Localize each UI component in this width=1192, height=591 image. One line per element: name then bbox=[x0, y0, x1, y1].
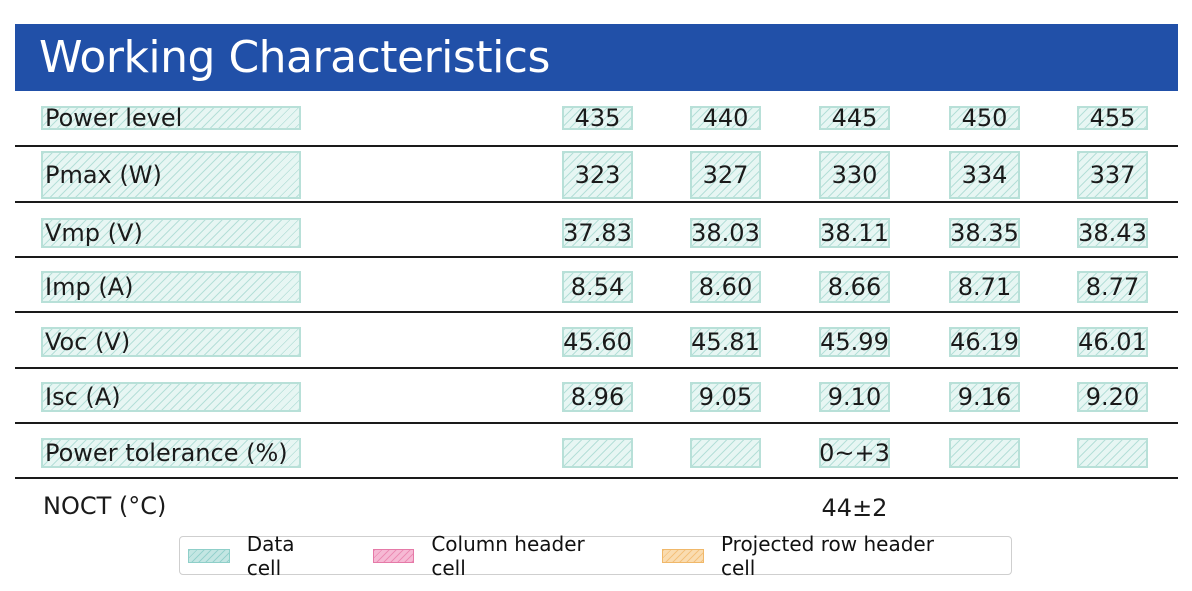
row-divider bbox=[15, 422, 1178, 424]
legend-label: Data cell bbox=[246, 531, 295, 580]
table-cell bbox=[1077, 438, 1148, 468]
table-cell: 455 bbox=[1077, 104, 1148, 132]
table-cell: 450 bbox=[949, 104, 1020, 132]
column-header-swatch-icon bbox=[372, 548, 415, 563]
row-header-power-level: Power level bbox=[41, 104, 301, 132]
page-title: Working Characteristics bbox=[39, 32, 550, 83]
table-cell: 46.01 bbox=[1077, 327, 1148, 357]
row-divider bbox=[15, 367, 1178, 369]
legend-label: Projected row header cell bbox=[720, 531, 934, 580]
table-cell: 327 bbox=[690, 151, 761, 199]
row-header-imp: Imp (A) bbox=[41, 271, 301, 303]
table-cell: 44±2 bbox=[821, 494, 888, 522]
table-cell: 8.60 bbox=[690, 271, 761, 303]
row-header-vmp: Vmp (V) bbox=[41, 218, 301, 248]
table-cell: 45.60 bbox=[562, 327, 633, 357]
table-cell: 337 bbox=[1077, 151, 1148, 199]
table-cell: 9.10 bbox=[819, 382, 890, 412]
table-cell: 8.96 bbox=[562, 382, 633, 412]
row-header-swatch-icon bbox=[662, 548, 704, 563]
row-header-isc: Isc (A) bbox=[41, 382, 301, 412]
table-cell: 9.20 bbox=[1077, 382, 1148, 412]
table-cell: 440 bbox=[690, 104, 761, 132]
row-divider bbox=[15, 145, 1178, 147]
legend-item-column-header: Column header cell bbox=[372, 531, 625, 580]
table-cell: 38.03 bbox=[690, 218, 761, 248]
row-header-power-tolerance: Power tolerance (%) bbox=[41, 438, 301, 468]
table-cell: 46.19 bbox=[949, 327, 1020, 357]
row-header-voc: Voc (V) bbox=[41, 327, 301, 357]
row-divider bbox=[15, 477, 1178, 479]
title-banner: Working Characteristics bbox=[15, 24, 1178, 91]
table-cell: 0~+3 bbox=[819, 438, 890, 468]
table-cell: 38.43 bbox=[1077, 218, 1148, 248]
row-divider bbox=[15, 311, 1178, 313]
table-cell: 435 bbox=[562, 104, 633, 132]
row-header-noct: NOCT (°C) bbox=[43, 492, 167, 520]
legend-item-data-cell: Data cell bbox=[188, 532, 335, 580]
row-header-pmax: Pmax (W) bbox=[41, 151, 301, 199]
table-cell: 323 bbox=[562, 151, 633, 199]
table-cell: 8.77 bbox=[1077, 271, 1148, 303]
legend-label: Column header cell bbox=[431, 531, 585, 580]
table-cell: 9.16 bbox=[949, 382, 1020, 412]
table-cell: 45.81 bbox=[690, 327, 761, 357]
row-divider bbox=[15, 201, 1178, 203]
table-cell bbox=[690, 438, 761, 468]
table-cell: 8.54 bbox=[562, 271, 633, 303]
legend: Data cell Column header cell Projected r… bbox=[179, 532, 1012, 580]
table-cell: 8.66 bbox=[819, 271, 890, 303]
table-cell: 45.99 bbox=[819, 327, 890, 357]
legend-item-row-header: Projected row header cell bbox=[662, 532, 973, 580]
table-cell: 8.71 bbox=[949, 271, 1020, 303]
table-cell: 9.05 bbox=[690, 382, 761, 412]
table-cell: 334 bbox=[949, 151, 1020, 199]
data-cell-swatch-icon bbox=[188, 548, 230, 563]
table-cell: 37.83 bbox=[562, 218, 633, 248]
table-cell: 38.35 bbox=[949, 218, 1020, 248]
table-cell: 330 bbox=[819, 151, 890, 199]
table-cell bbox=[949, 438, 1020, 468]
table-cell: 445 bbox=[819, 104, 890, 132]
table-cell: 38.11 bbox=[819, 218, 890, 248]
table-cell bbox=[562, 438, 633, 468]
row-divider bbox=[15, 256, 1178, 258]
